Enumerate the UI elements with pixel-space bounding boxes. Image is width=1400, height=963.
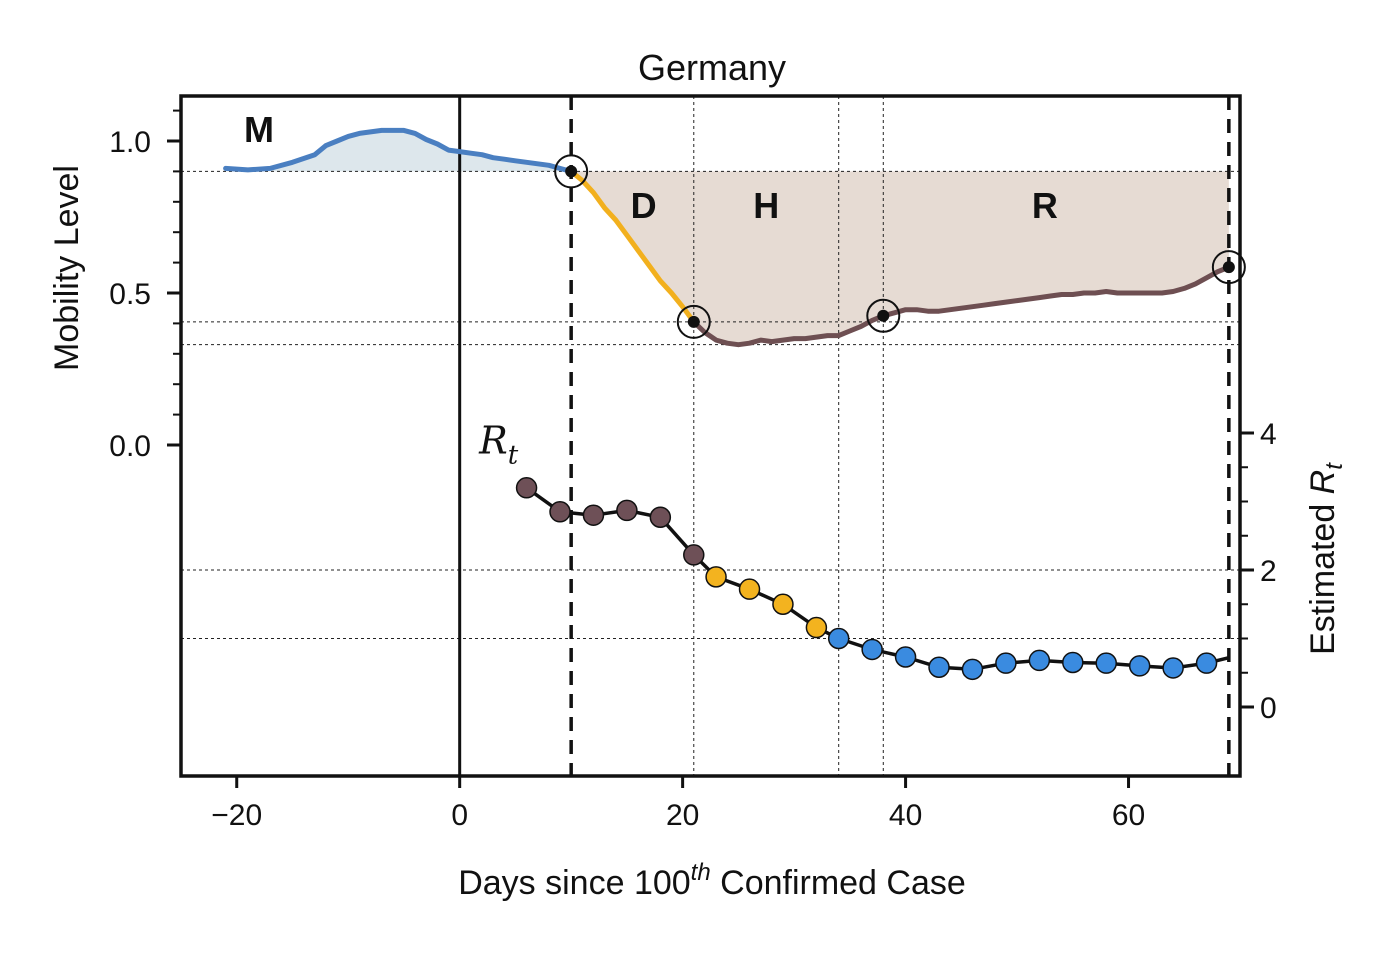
left-tick-label: 1.0 <box>109 126 151 159</box>
right-axis-title-subscript: t <box>1321 462 1348 470</box>
rt-series <box>515 477 1230 681</box>
mobility-line-decline <box>568 168 697 325</box>
right-tick-label: 0 <box>1260 692 1277 725</box>
key-point-dot <box>565 165 578 178</box>
right-axis-title: Estimated Rt <box>1304 462 1348 655</box>
rt-annotation-subscript: t <box>508 441 519 471</box>
rt-point <box>1062 651 1084 674</box>
rt-point <box>705 566 727 588</box>
rt-point <box>995 652 1017 674</box>
key-point-dot <box>877 309 890 322</box>
x-axis-title-prefix: Days since <box>458 864 634 902</box>
phase-label-H: H <box>753 185 779 226</box>
x-tick-label: 40 <box>889 799 922 832</box>
rt-point <box>928 656 950 679</box>
right-tick-label: 4 <box>1260 418 1277 451</box>
key-point-ring <box>1211 250 1246 285</box>
rt-point <box>1195 652 1218 674</box>
phase-label-M: M <box>244 109 274 150</box>
key-point-ring <box>866 298 901 333</box>
rt-point <box>616 499 638 522</box>
rt-point <box>1028 649 1051 672</box>
right-axis-title-variable: R <box>1304 470 1342 495</box>
rt-point <box>683 544 705 566</box>
rt-point <box>1162 657 1184 679</box>
left-tick-label: 0.0 <box>109 430 151 463</box>
phase-fill <box>571 171 1229 345</box>
key-point-ring <box>554 154 589 189</box>
rt-point <box>1128 655 1151 677</box>
x-tick-label: −20 <box>211 799 262 832</box>
left-tick-label: 0.5 <box>109 278 151 311</box>
rt-point <box>827 627 850 650</box>
rt-point <box>1095 652 1117 674</box>
mobility-line-recovery <box>691 264 1232 348</box>
x-axis-title-superscript: th <box>691 859 711 886</box>
rt-point <box>738 578 761 600</box>
x-axis-title-suffix: Confirmed Case <box>711 864 966 902</box>
chart-title: Germany <box>638 47 786 88</box>
x-tick-label: 0 <box>451 799 468 832</box>
rt-annotation: Rt <box>478 419 519 471</box>
key-point-ring <box>676 304 711 339</box>
rt-point <box>649 506 672 529</box>
left-axis-title: Mobility Level <box>48 165 86 371</box>
x-tick-label: 20 <box>666 799 699 832</box>
rt-point <box>805 616 828 639</box>
right-tick-label: 2 <box>1260 555 1277 588</box>
mobility-series <box>223 127 1232 348</box>
rt-point <box>549 501 571 523</box>
key-point-dot <box>687 315 700 328</box>
rt-point <box>515 477 538 499</box>
plot-frame <box>179 94 1242 778</box>
key-point-dot <box>1222 261 1235 274</box>
area-fills <box>225 130 1229 345</box>
phase-label-R: R <box>1032 185 1058 226</box>
rt-point <box>861 638 883 661</box>
rt-point <box>961 658 984 681</box>
reference-lines <box>181 96 1240 776</box>
key-point-markers <box>554 154 1246 339</box>
mobility-line-baseline <box>223 127 574 174</box>
x-axis-title: Days since 100th Confirmed Case <box>458 859 966 902</box>
rt-point <box>772 593 794 615</box>
rt-point <box>582 504 605 526</box>
right-axis-title-prefix: Estimated <box>1304 494 1342 655</box>
baseline-fill <box>225 130 572 172</box>
phase-label-D: D <box>631 185 657 226</box>
x-tick-label: 60 <box>1112 799 1145 832</box>
rt-annotation-variable: R <box>478 419 508 463</box>
rt-point <box>894 646 917 668</box>
x-axis-title-number: 100 <box>634 864 691 902</box>
